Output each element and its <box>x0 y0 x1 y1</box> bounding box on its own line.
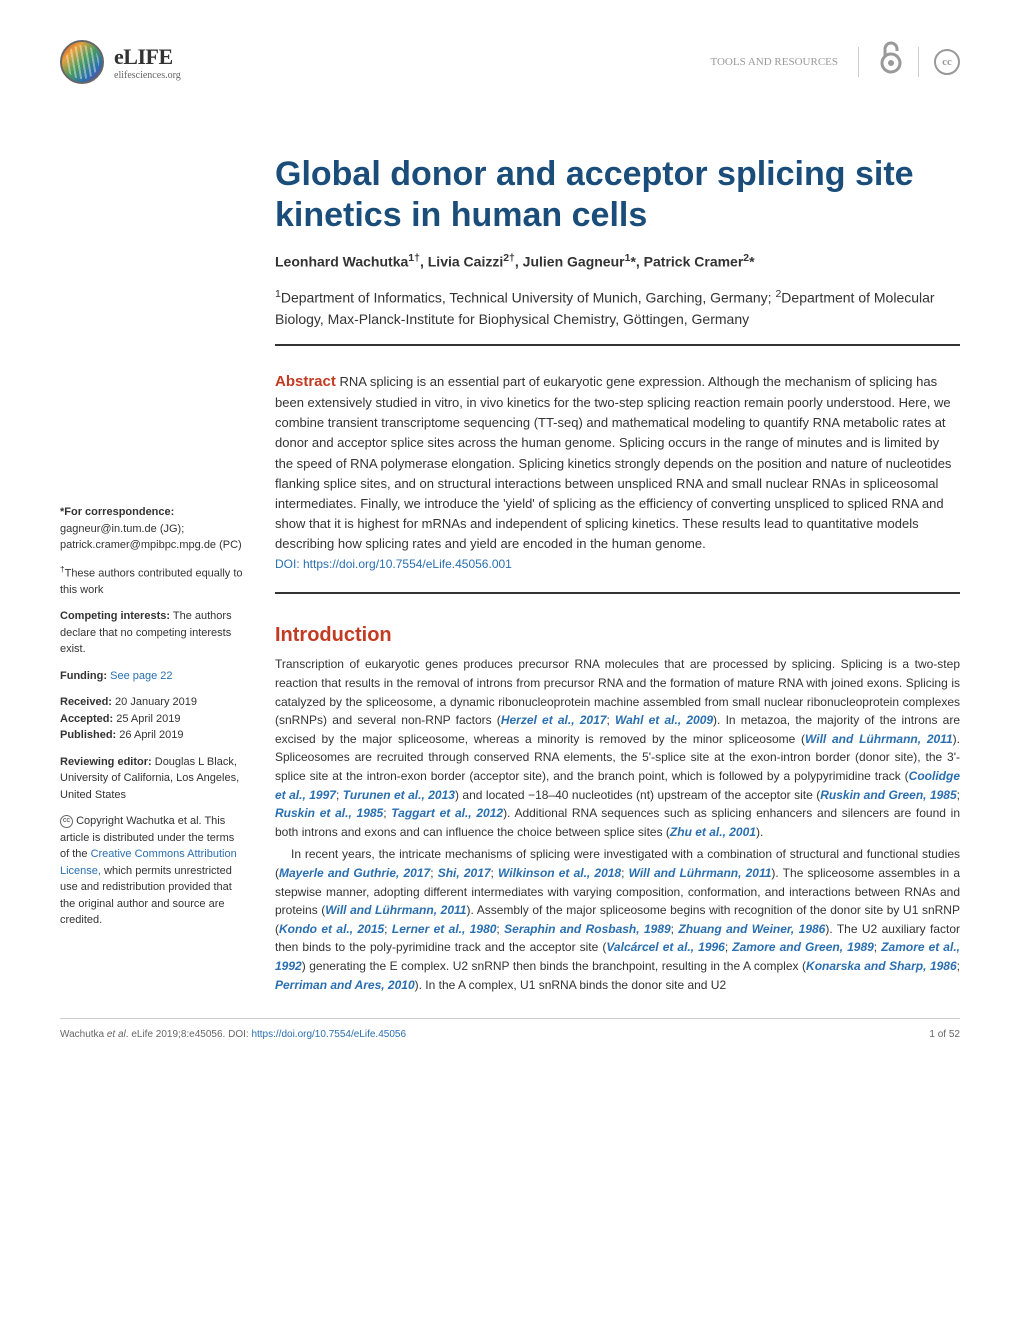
page-footer: Wachutka et al. eLife 2019;8:e45056. DOI… <box>60 1018 960 1040</box>
journal-name: eLIFE <box>114 44 181 70</box>
funding-link[interactable]: See page 22 <box>110 670 172 682</box>
article-content: Global donor and acceptor splicing site … <box>275 154 960 998</box>
divider <box>858 47 859 77</box>
dates-block: Received: 20 January 2019 Accepted: 25 A… <box>60 694 245 744</box>
authors-line: Leonhard Wachutka1†, Livia Caizzi2†, Jul… <box>275 252 960 270</box>
intro-heading: Introduction <box>275 624 960 647</box>
intro-paragraph-2: In recent years, the intricate mechanism… <box>275 845 960 994</box>
received-label: Received: <box>60 696 112 708</box>
competing-block: Competing interests: The authors declare… <box>60 608 245 658</box>
rule <box>275 344 960 346</box>
accepted-date: 25 April 2019 <box>116 713 180 725</box>
rule <box>275 592 960 594</box>
reviewing-block: Reviewing editor: Douglas L Black, Unive… <box>60 754 245 804</box>
copyright-block: cc Copyright Wachutka et al. This articl… <box>60 813 245 929</box>
contributed-text: These authors contributed equally to thi… <box>60 567 243 596</box>
correspondence-block: *For correspondence: gagneur@in.tum.de (… <box>60 504 245 554</box>
journal-url[interactable]: elifesciences.org <box>114 70 181 81</box>
article-category: TOOLS AND RESOURCES <box>710 56 838 68</box>
intro-paragraph-1: Transcription of eukaryotic genes produc… <box>275 655 960 841</box>
elife-logo-icon <box>60 40 104 84</box>
footer-citation: Wachutka et al. eLife 2019;8:e45056. DOI… <box>60 1029 406 1040</box>
sidebar: *For correspondence: gagneur@in.tum.de (… <box>60 154 245 998</box>
abstract-label: Abstract <box>275 373 336 390</box>
abstract-text: RNA splicing is an essential part of euk… <box>275 374 951 551</box>
page: eLIFE elifesciences.org TOOLS AND RESOUR… <box>0 0 1020 1070</box>
divider <box>918 47 919 77</box>
correspondence-label: *For correspondence: <box>60 506 174 518</box>
correspondence-text: gagneur@in.tum.de (JG); patrick.cramer@m… <box>60 523 242 552</box>
reviewing-label: Reviewing editor: <box>60 756 152 768</box>
page-header: eLIFE elifesciences.org TOOLS AND RESOUR… <box>60 40 960 104</box>
header-right: TOOLS AND RESOURCES cc <box>710 41 960 83</box>
cc-small-icon: cc <box>60 815 73 828</box>
header-icons: cc <box>879 41 960 83</box>
logo-text: eLIFE elifesciences.org <box>114 44 181 81</box>
abstract-block: Abstract RNA splicing is an essential pa… <box>275 370 960 575</box>
contributed-block: †These authors contributed equally to th… <box>60 564 245 599</box>
main-content: *For correspondence: gagneur@in.tum.de (… <box>60 154 960 998</box>
doi-link[interactable]: DOI: https://doi.org/10.7554/eLife.45056… <box>275 557 512 571</box>
footer-page: 1 of 52 <box>929 1029 960 1040</box>
published-date: 26 April 2019 <box>119 729 183 741</box>
accepted-label: Accepted: <box>60 713 113 725</box>
intro-body: Transcription of eukaryotic genes produc… <box>275 655 960 994</box>
competing-label: Competing interests: <box>60 610 170 622</box>
cc-license-icon: cc <box>934 49 960 75</box>
funding-block: Funding: See page 22 <box>60 668 245 685</box>
published-label: Published: <box>60 729 116 741</box>
article-title: Global donor and acceptor splicing site … <box>275 154 960 236</box>
funding-label: Funding: <box>60 670 107 682</box>
affiliations: 1Department of Informatics, Technical Un… <box>275 287 960 330</box>
logo-block: eLIFE elifesciences.org <box>60 40 181 84</box>
open-access-icon <box>879 41 903 83</box>
received-date: 20 January 2019 <box>115 696 197 708</box>
